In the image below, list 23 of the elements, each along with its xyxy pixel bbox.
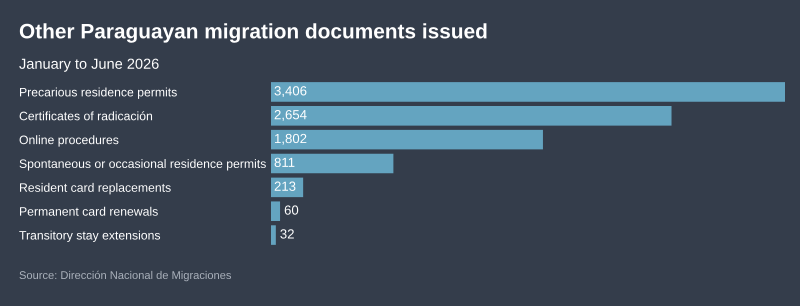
y-tick-label: Permanent card renewals bbox=[20, 206, 158, 216]
bar bbox=[271, 82, 785, 102]
bar bbox=[271, 106, 672, 126]
data-label: 3,406 bbox=[274, 86, 306, 98]
y-tick-label: Resident card replacements bbox=[20, 182, 171, 194]
data-label: 2,654 bbox=[274, 110, 307, 121]
y-tick-label: Transitory stay extensions bbox=[19, 230, 160, 242]
bar bbox=[271, 130, 543, 150]
y-tick-label: Online procedures bbox=[20, 135, 118, 147]
bar bbox=[271, 201, 280, 221]
y-tick-label: Spontaneous or occasional residence permits bbox=[20, 159, 266, 170]
y-tick-label: Precarious residence permits bbox=[20, 88, 177, 99]
chart-title: Other Paraguayan migration documents issued bbox=[20, 23, 486, 43]
data-label: 1,802 bbox=[275, 134, 306, 145]
data-label: 811 bbox=[274, 158, 294, 168]
data-label: 213 bbox=[274, 182, 296, 191]
data-label: 32 bbox=[280, 229, 294, 239]
bar bbox=[271, 154, 394, 174]
y-tick-label: Certificates of radicación bbox=[20, 111, 152, 120]
bar bbox=[271, 225, 276, 245]
source-note: Source: Dirección Nacional de Migraciones bbox=[20, 270, 232, 282]
text: January to June 2026 bbox=[19, 58, 159, 72]
data-label: 60 bbox=[284, 205, 298, 215]
